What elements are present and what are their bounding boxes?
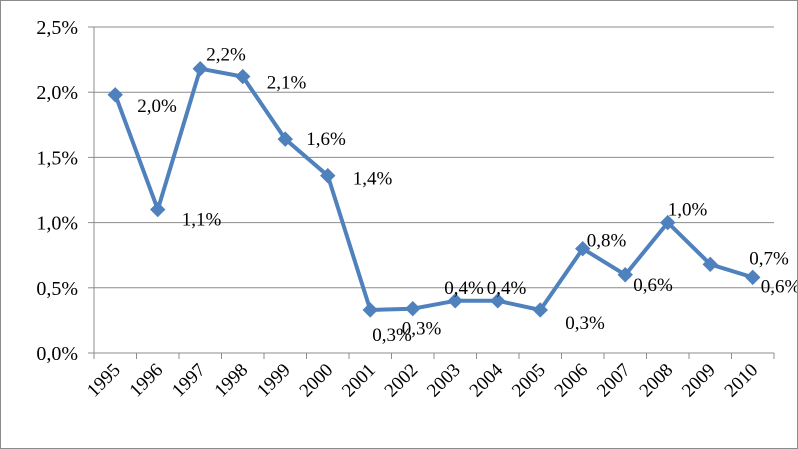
data-point-marker [702, 256, 718, 273]
data-point-marker [532, 302, 548, 318]
data-point-marker [447, 293, 463, 309]
axes [88, 26, 775, 359]
data-label: 2,0% [137, 96, 177, 117]
series-line [113, 66, 755, 312]
x-tick-label: 1996 [126, 360, 168, 402]
x-tick-label: 1998 [211, 360, 253, 402]
x-tick-label: 1995 [83, 360, 125, 402]
data-label: 1,1% [182, 210, 222, 231]
x-tick-label: 2001 [338, 360, 380, 402]
data-point-marker [235, 68, 251, 85]
x-axis-tick-labels: 1995 1996 1997 1998 1999 2000 2001 2002 2003 2004… [83, 359, 762, 401]
x-tick-label: 2005 [508, 360, 550, 402]
x-tick-label: 2010 [721, 360, 763, 402]
data-point-marker [107, 87, 123, 103]
data-label: 0,4% [444, 278, 484, 299]
data-labels: 2,0%1,1%2,2%2,1%1,6%1,4%0,3%0,3%0,4% 0,4%… [137, 45, 797, 346]
data-point-marker [660, 214, 676, 231]
data-label: 1,0% [668, 200, 708, 221]
x-tick-label: 2008 [636, 360, 678, 402]
data-label: 0,3% [565, 313, 605, 334]
data-label: 1,6% [306, 129, 346, 150]
data-point-marker [745, 269, 761, 286]
data-point-marker [277, 131, 293, 147]
data-label: 0,4% [487, 278, 527, 299]
x-tick-label: 2002 [381, 360, 423, 402]
data-label: 2,1% [267, 73, 307, 94]
x-tick-label: 2007 [593, 360, 635, 402]
data-label: 1,4% [353, 169, 393, 190]
x-tick-label: 2000 [296, 360, 338, 402]
data-label: 0,3% [402, 319, 442, 340]
y-axis-tick-labels: 0,0% 0,5% 1,0% 1,5% 2,0% 2,5% [36, 17, 78, 365]
y-tick-label: 0,5% [36, 278, 78, 300]
x-tick-label: 2003 [423, 360, 465, 402]
y-tick-label: 2,5% [36, 17, 78, 39]
data-label: 0,7% [749, 248, 789, 269]
x-tick-label: 1997 [168, 360, 210, 402]
data-point-marker [150, 201, 166, 218]
data-point-marker [617, 267, 633, 283]
data-label: 0,3% [372, 325, 412, 346]
x-tick-label: 2004 [466, 359, 508, 401]
x-tick-label: 2009 [678, 360, 720, 402]
data-label: 2,2% [206, 45, 246, 66]
x-tick-label: 1999 [253, 360, 295, 402]
data-label: 0,6% [633, 275, 673, 296]
data-point-marker [362, 302, 378, 318]
data-label: 0,8% [587, 231, 627, 252]
y-tick-label: 2,0% [36, 82, 78, 104]
series-markers [107, 61, 761, 318]
data-point-marker [192, 61, 208, 77]
y-tick-label: 0,0% [36, 343, 78, 365]
x-tick-label: 2006 [551, 360, 593, 402]
data-label: 0,6% [761, 276, 797, 297]
data-point-marker [320, 167, 336, 184]
y-tick-label: 1,0% [36, 213, 78, 235]
series-line-path [113, 66, 755, 312]
data-point-marker [575, 240, 591, 257]
y-tick-label: 1,5% [36, 147, 78, 169]
data-point-marker [405, 300, 421, 317]
data-point-marker [490, 293, 506, 309]
